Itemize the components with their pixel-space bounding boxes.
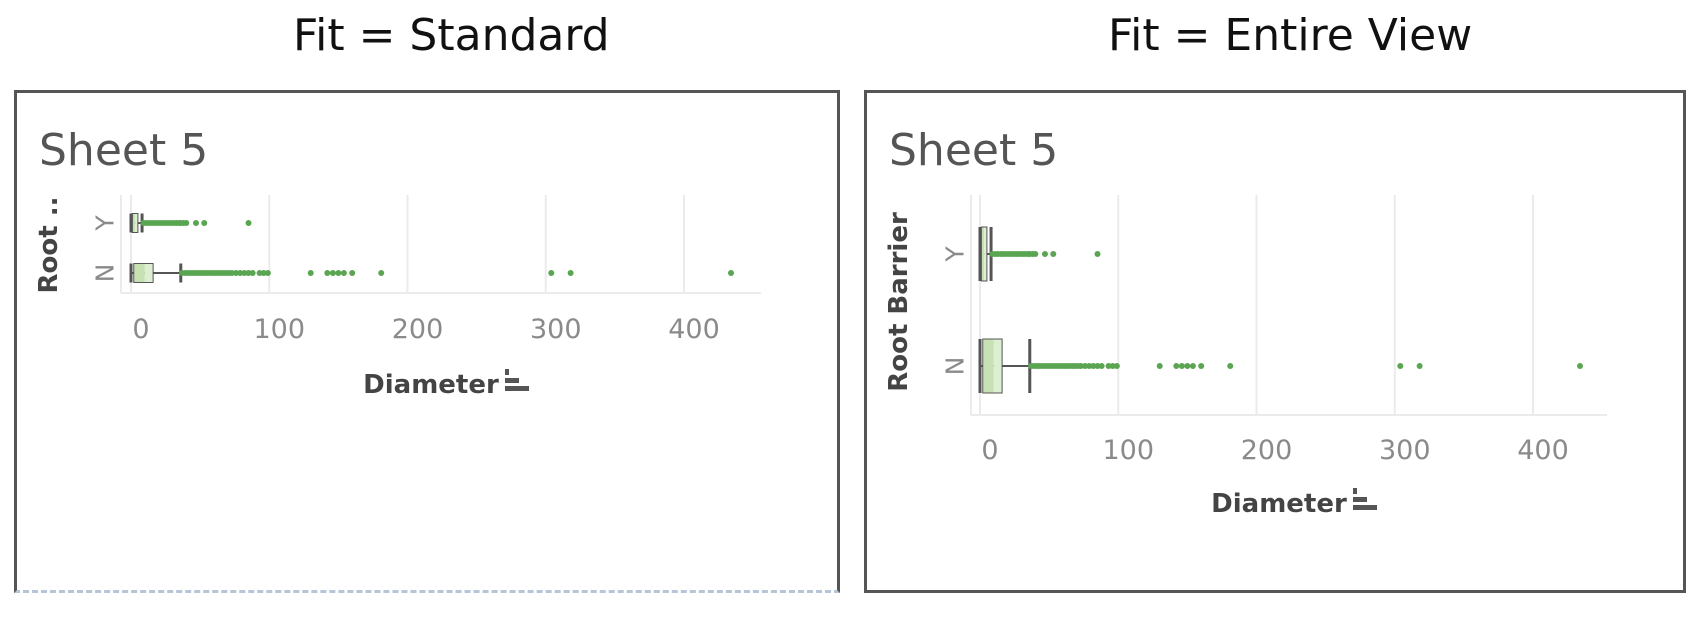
sort-descending-icon xyxy=(1353,488,1377,510)
outlier-point-N-25 xyxy=(260,270,267,276)
sort-icon-bar-2 xyxy=(1353,497,1367,502)
category-label-Y: Y xyxy=(91,215,120,232)
x-tick-label-300: 300 xyxy=(530,314,582,345)
outlier-point-N-18 xyxy=(1077,363,1084,369)
outlier-point-Y-16 xyxy=(183,220,190,226)
x-tick-label-300: 300 xyxy=(1379,435,1431,466)
outlier-point-N-28 xyxy=(1173,363,1180,369)
box-lower-Y xyxy=(132,213,136,233)
sheet-title: Sheet 5 xyxy=(39,125,208,176)
outlier-point-N-20 xyxy=(1086,363,1093,369)
box-upper-Y xyxy=(984,227,987,281)
outlier-point-N-19 xyxy=(233,270,240,276)
outlier-point-N-26 xyxy=(264,270,271,276)
outlier-point-N-35 xyxy=(1416,363,1423,369)
outlier-point-N-24 xyxy=(1105,363,1112,369)
box-upper-N xyxy=(993,339,1003,393)
x-axis-title: Diameter xyxy=(1211,489,1347,519)
outlier-point-N-23 xyxy=(1098,363,1105,369)
outlier-point-Y-19 xyxy=(245,220,252,226)
x-tick-label-0: 0 xyxy=(132,314,149,345)
sort-icon-bar-3 xyxy=(1353,505,1377,510)
caption-fit-entire-view: Fit = Entire View xyxy=(1108,10,1473,61)
outlier-point-N-18 xyxy=(228,270,235,276)
boxplot-entire-view: Sheet 5 0 100 200 300 400 Root Barrier Diameter… xyxy=(884,125,1607,519)
outlier-point-N-29 xyxy=(329,270,336,276)
category-label-N: N xyxy=(941,357,970,376)
box-lower-N xyxy=(982,339,994,393)
outlier-point-N-35 xyxy=(567,270,574,276)
outlier-point-Y-17 xyxy=(192,220,199,226)
outlier-point-N-36 xyxy=(728,270,735,276)
x-tick-label-400: 400 xyxy=(668,314,720,345)
outlier-point-N-24 xyxy=(256,270,263,276)
outlier-point-N-27 xyxy=(1156,363,1163,369)
box-lower-Y xyxy=(981,227,985,281)
outlier-point-N-34 xyxy=(1397,363,1404,369)
sort-icon-bar-1 xyxy=(505,369,509,375)
sort-descending-icon xyxy=(505,369,529,391)
sheet-title: Sheet 5 xyxy=(889,125,1058,176)
boxplot-standard: Sheet 5 0 100 200 300 400 Root .. Diameter Y N xyxy=(34,125,761,400)
outlier-point-Y-17 xyxy=(1041,251,1048,257)
y-axis-title: Root Barrier xyxy=(884,212,914,392)
outlier-point-N-21 xyxy=(241,270,248,276)
outlier-point-Y-18 xyxy=(1050,251,1057,257)
outlier-point-N-27 xyxy=(307,270,314,276)
caption-fit-standard: Fit = Standard xyxy=(293,10,610,61)
outlier-point-N-22 xyxy=(245,270,252,276)
outlier-point-N-32 xyxy=(1198,363,1205,369)
outlier-point-N-22 xyxy=(1094,363,1101,369)
outlier-point-N-20 xyxy=(237,270,244,276)
outlier-point-Y-16 xyxy=(1032,251,1039,257)
outlier-point-N-34 xyxy=(548,270,555,276)
outlier-point-N-29 xyxy=(1178,363,1185,369)
x-tick-label-0: 0 xyxy=(981,435,998,466)
outlier-point-N-28 xyxy=(324,270,331,276)
sort-icon-bar-3 xyxy=(505,386,529,391)
outlier-point-Y-19 xyxy=(1094,251,1101,257)
outlier-point-N-19 xyxy=(1082,363,1089,369)
outlier-point-N-33 xyxy=(1227,363,1234,369)
x-tick-label-400: 400 xyxy=(1517,435,1569,466)
box-outline-N xyxy=(133,263,154,283)
box-lower-N xyxy=(133,263,145,283)
box-outline-N xyxy=(982,338,1003,394)
outlier-point-N-32 xyxy=(349,270,356,276)
sort-icon-bar-2 xyxy=(505,378,519,383)
x-tick-label-200: 200 xyxy=(1241,435,1293,466)
outlier-point-N-31 xyxy=(340,270,347,276)
outlier-point-N-26 xyxy=(1113,363,1120,369)
category-label-Y: Y xyxy=(941,246,970,263)
category-label-N: N xyxy=(91,264,120,283)
outlier-point-N-31 xyxy=(1189,363,1196,369)
outlier-point-N-36 xyxy=(1577,363,1584,369)
box-upper-N xyxy=(144,263,154,283)
outlier-point-N-21 xyxy=(1090,363,1097,369)
panel-fit-standard: Sheet 5 0 100 200 300 400 Root .. Diameter Y N xyxy=(14,90,840,593)
panel-fit-entire-view: Sheet 5 0 100 200 300 400 Root Barrier Diameter… xyxy=(864,90,1686,593)
x-axis-title: Diameter xyxy=(363,370,499,400)
outlier-point-Y-18 xyxy=(201,220,208,226)
outlier-point-N-30 xyxy=(335,270,342,276)
outlier-point-N-33 xyxy=(378,270,385,276)
outlier-point-N-30 xyxy=(1184,363,1191,369)
sort-icon-bar-1 xyxy=(1353,488,1357,494)
x-tick-label-200: 200 xyxy=(392,314,444,345)
outlier-point-N-25 xyxy=(1109,363,1116,369)
box-upper-Y xyxy=(135,213,138,233)
x-tick-label-100: 100 xyxy=(253,314,305,345)
y-axis-title: Root .. xyxy=(34,197,64,294)
outlier-point-N-23 xyxy=(249,270,256,276)
x-tick-label-100: 100 xyxy=(1102,435,1154,466)
